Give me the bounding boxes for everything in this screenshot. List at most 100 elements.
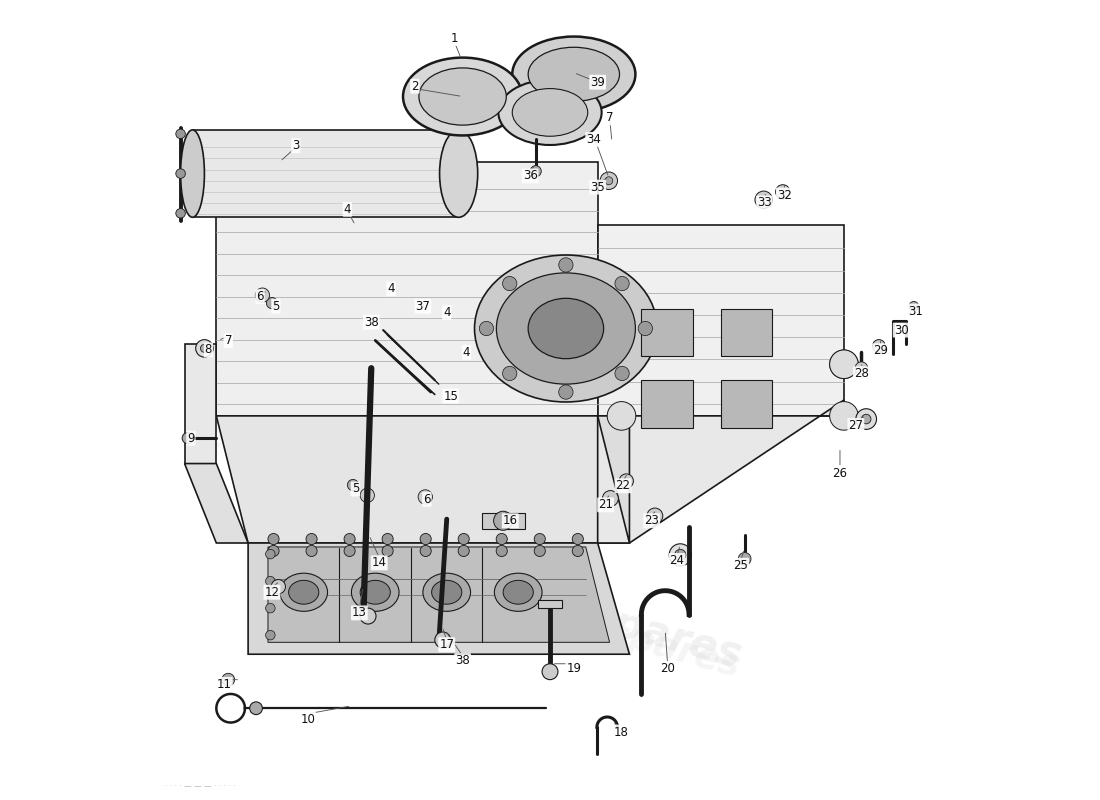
Text: 33: 33 [757, 197, 772, 210]
Text: 7: 7 [606, 111, 614, 125]
Text: 5: 5 [272, 300, 279, 313]
Circle shape [829, 350, 858, 378]
Ellipse shape [474, 255, 658, 402]
Text: 4: 4 [343, 203, 351, 216]
Bar [720, 309, 772, 356]
Ellipse shape [503, 580, 534, 604]
Text: 2: 2 [411, 80, 419, 93]
Circle shape [535, 534, 546, 545]
Circle shape [480, 322, 494, 336]
Circle shape [503, 277, 517, 290]
Circle shape [607, 350, 636, 378]
Circle shape [183, 433, 194, 444]
Ellipse shape [422, 573, 471, 611]
Circle shape [268, 546, 279, 557]
Text: 26: 26 [833, 466, 847, 479]
Circle shape [615, 277, 629, 290]
Polygon shape [597, 400, 844, 543]
Ellipse shape [288, 580, 319, 604]
Circle shape [572, 534, 583, 545]
Polygon shape [538, 600, 562, 608]
Text: 38: 38 [455, 654, 470, 667]
Text: 36: 36 [522, 170, 538, 182]
Circle shape [265, 576, 275, 586]
Circle shape [306, 534, 317, 545]
Circle shape [382, 534, 393, 545]
Circle shape [776, 185, 790, 199]
Text: 27: 27 [848, 419, 864, 432]
Circle shape [496, 534, 507, 545]
Text: 7: 7 [224, 334, 232, 347]
Polygon shape [185, 344, 217, 463]
Bar [641, 380, 693, 428]
Text: 5: 5 [352, 482, 359, 495]
Ellipse shape [279, 573, 328, 611]
Circle shape [255, 288, 270, 302]
Ellipse shape [513, 37, 636, 112]
Circle shape [265, 550, 275, 559]
Text: 13: 13 [352, 606, 366, 619]
Circle shape [176, 129, 186, 138]
Circle shape [176, 209, 186, 218]
Circle shape [530, 166, 541, 177]
Text: 4: 4 [443, 306, 451, 319]
Circle shape [360, 608, 376, 624]
Circle shape [344, 546, 355, 557]
Text: 25: 25 [734, 558, 748, 572]
Polygon shape [217, 162, 597, 416]
Text: 10: 10 [300, 713, 315, 726]
Circle shape [738, 553, 751, 566]
Text: 1: 1 [451, 32, 459, 45]
Ellipse shape [419, 68, 506, 125]
Ellipse shape [360, 580, 390, 604]
Text: eurospares: eurospares [481, 568, 746, 677]
Circle shape [872, 340, 886, 352]
Circle shape [603, 490, 618, 506]
Polygon shape [268, 547, 609, 642]
Text: 38: 38 [364, 316, 378, 329]
Text: eurospares: eurospares [197, 418, 427, 510]
Text: 22: 22 [616, 479, 630, 492]
Text: 21: 21 [598, 498, 613, 511]
Text: 6: 6 [424, 493, 430, 506]
Circle shape [601, 172, 617, 190]
Circle shape [496, 546, 507, 557]
Text: 11: 11 [217, 678, 232, 691]
Circle shape [607, 350, 636, 378]
Text: 17: 17 [439, 638, 454, 651]
Circle shape [615, 366, 629, 381]
Ellipse shape [180, 130, 205, 218]
Circle shape [669, 544, 692, 566]
Text: 12: 12 [264, 586, 279, 598]
Polygon shape [217, 416, 629, 543]
Polygon shape [249, 543, 629, 654]
Ellipse shape [498, 80, 602, 145]
Circle shape [344, 534, 355, 545]
Polygon shape [192, 130, 459, 218]
Circle shape [196, 340, 213, 357]
Text: 3: 3 [293, 139, 299, 152]
Circle shape [909, 302, 918, 311]
Polygon shape [185, 463, 249, 543]
Text: 9: 9 [187, 432, 195, 445]
Circle shape [856, 409, 877, 430]
Text: 15: 15 [443, 390, 458, 402]
Circle shape [434, 632, 451, 648]
Ellipse shape [351, 573, 399, 611]
Ellipse shape [494, 573, 542, 611]
Circle shape [360, 488, 374, 502]
Circle shape [829, 402, 858, 430]
Circle shape [458, 534, 470, 545]
Circle shape [861, 414, 871, 424]
Ellipse shape [528, 47, 619, 102]
Circle shape [674, 550, 686, 561]
Circle shape [542, 664, 558, 680]
Text: 20: 20 [660, 662, 675, 675]
Ellipse shape [440, 130, 477, 218]
Polygon shape [597, 226, 844, 416]
Circle shape [348, 479, 359, 490]
Circle shape [420, 534, 431, 545]
Circle shape [268, 534, 279, 545]
Circle shape [503, 366, 517, 381]
Circle shape [755, 191, 772, 209]
